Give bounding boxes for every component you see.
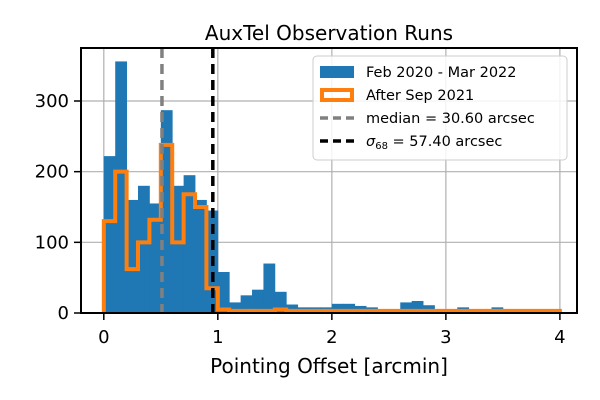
histogram-bar — [229, 302, 242, 313]
histogram-bar — [115, 61, 128, 313]
legend-swatch-bars — [320, 66, 354, 78]
vertical-lines — [160, 48, 215, 313]
axis-ticks: 0 1 2 3 4 0 100 200 300 — [35, 91, 566, 348]
histogram-bar — [103, 156, 116, 313]
bar-series — [103, 61, 561, 313]
histogram-bar — [286, 304, 299, 313]
y-tick-label: 0 — [58, 303, 69, 324]
legend-label: median = 30.60 arcsec — [366, 111, 535, 127]
histogram-bar — [160, 110, 173, 313]
histogram-bar — [274, 291, 287, 313]
histogram-bar — [343, 303, 356, 313]
chart-title: AuxTel Observation Runs — [205, 21, 453, 45]
legend-box — [312, 55, 568, 161]
histogram-bar — [195, 199, 207, 313]
histogram-bar — [183, 175, 196, 313]
y-tick-label: 300 — [35, 91, 69, 112]
x-tick-label: 4 — [554, 327, 565, 348]
step-outline — [101, 142, 562, 313]
histogram-bar — [138, 185, 150, 313]
histogram-bar — [263, 263, 276, 313]
histogram-bar — [400, 302, 413, 313]
plot-frame — [80, 47, 578, 314]
histogram-bar — [331, 303, 344, 313]
x-tick-label: 2 — [326, 327, 337, 348]
legend-label: Feb 2020 - Mar 2022 — [366, 65, 517, 81]
x-axis-label: Pointing Offset [arcmin] — [210, 354, 448, 378]
x-tick-label: 1 — [212, 327, 223, 348]
histogram-bar — [126, 199, 139, 313]
histogram-bar — [411, 300, 424, 313]
histogram-bar — [172, 185, 185, 313]
x-tick-label: 3 — [440, 327, 451, 348]
histogram-bar — [149, 203, 162, 313]
histogram-bar — [217, 272, 230, 313]
y-tick-label: 200 — [35, 162, 69, 183]
histogram-bar — [240, 295, 253, 313]
legend-label: σ68 = 57.40 arcsec — [366, 134, 502, 152]
x-tick-label: 0 — [98, 327, 109, 348]
legend-label: After Sep 2021 — [366, 88, 474, 104]
histogram-bar — [252, 289, 264, 313]
step-series — [101, 142, 562, 313]
y-tick-label: 100 — [35, 232, 69, 253]
legend-swatch-step — [320, 88, 354, 102]
legend: Feb 2020 - Mar 2022 After Sep 2021 median … — [312, 55, 568, 161]
